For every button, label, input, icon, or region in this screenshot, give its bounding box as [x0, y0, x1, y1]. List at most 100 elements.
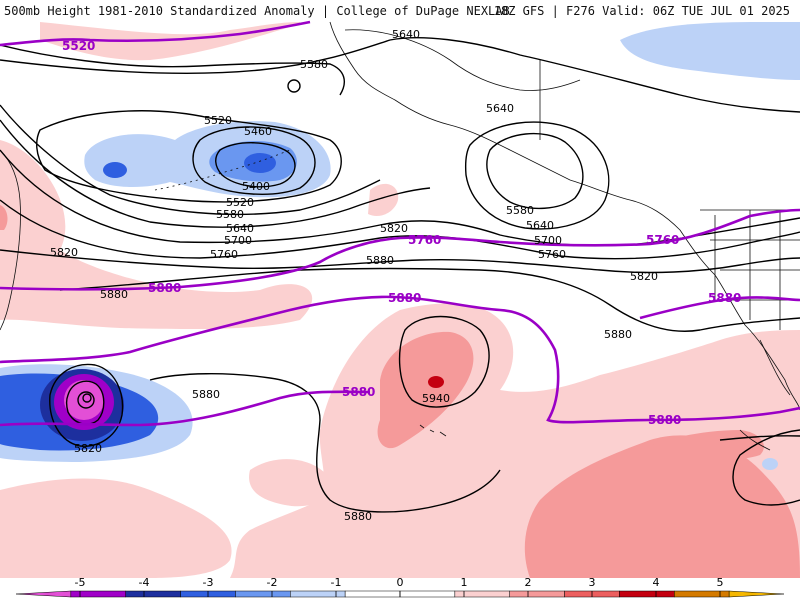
- key-label-group: 5520 5760 5760 5880 5880 5880 5880 5880: [62, 39, 741, 427]
- colorbar-tick-label: 0: [397, 576, 404, 589]
- key-height-label: 5880: [388, 291, 421, 305]
- colorbar-swatch: [70, 590, 126, 598]
- contour-5640-north: [0, 37, 800, 113]
- colorbar-swatch: [454, 590, 510, 598]
- purple-5760-west: [0, 236, 501, 291]
- key-contours: [0, 20, 800, 427]
- purple-5880-east: [409, 296, 800, 424]
- land-outlines: [0, 21, 800, 451]
- contour-5640-band: [0, 119, 431, 228]
- height-label: 5640: [392, 28, 420, 41]
- anomaly-positive-top: [40, 22, 300, 61]
- colorbar-swatch: [509, 590, 565, 598]
- colorbar-tick-label: 5: [717, 576, 724, 589]
- height-label: 5880: [192, 388, 220, 401]
- model-valid-time: 18Z GFS | F276 Valid: 06Z TUE JUL 01 202…: [493, 4, 790, 18]
- colorbar-tick-label: 4: [653, 576, 660, 589]
- height-label: 5520: [204, 114, 232, 127]
- anomaly-positive-sw: [0, 478, 232, 578]
- height-label: 5460: [244, 125, 272, 138]
- colorbar-swatch: [399, 590, 456, 598]
- height-label: 5520: [226, 196, 254, 209]
- colorbar-tick-label: -2: [267, 576, 278, 589]
- height-label: 5640: [486, 102, 514, 115]
- purple-5880-north: [0, 295, 411, 364]
- anomaly-positive-east: [524, 435, 800, 578]
- height-label: 5880: [366, 254, 394, 267]
- colorbar-swatch: [344, 590, 401, 598]
- height-label: 5640: [226, 222, 254, 235]
- colorbar-swatch: [674, 590, 730, 598]
- colorbar-tick-label: -4: [139, 576, 150, 589]
- purple-5880-west: [0, 390, 371, 427]
- contour-small-north: [287, 79, 301, 93]
- height-label: 5700: [224, 234, 252, 247]
- anomaly-positive-core: [377, 331, 474, 449]
- contour-5400: [215, 142, 296, 188]
- map-header: 500mb Height 1981-2010 Standardized Anom…: [0, 0, 800, 22]
- contour-cyclone-inner3: [82, 393, 92, 403]
- key-height-label: 5760: [646, 233, 679, 247]
- key-height-label: 5880: [342, 385, 375, 399]
- height-label: 5880: [604, 328, 632, 341]
- colorbar-swatch: [728, 590, 785, 598]
- height-label: 5580: [506, 204, 534, 217]
- anomaly-positive-nw: [0, 140, 313, 330]
- contour-5820-band: [0, 249, 800, 274]
- contour-5580-band: [0, 104, 381, 216]
- height-label: 5880: [100, 288, 128, 301]
- colorbar-swatch: [290, 590, 346, 598]
- key-height-label: 5760: [408, 233, 441, 247]
- height-label: 5400: [242, 180, 270, 193]
- colorbar-tick-label: -3: [203, 576, 214, 589]
- contour-cyclone-inner2: [77, 391, 95, 409]
- colorbar-tick-label: -1: [331, 576, 342, 589]
- height-label-group: 5640 5580 5520 5460 5400 5520 5580 5640 …: [50, 28, 658, 523]
- colorbar-tick-label: 3: [589, 576, 596, 589]
- anomaly-negative-aleutian-core: [244, 153, 276, 173]
- anomaly-max: [428, 376, 444, 388]
- asia-coast: [0, 149, 21, 331]
- key-height-label: 5520: [62, 39, 95, 53]
- colorbar-tick-label: -5: [75, 576, 86, 589]
- contour-5880-ring: [398, 315, 490, 408]
- aleutians: [154, 149, 291, 191]
- key-height-label: 5880: [708, 291, 741, 305]
- purple-5880-upper-east: [639, 296, 800, 320]
- map-title: 500mb Height 1981-2010 Standardized Anom…: [4, 4, 510, 18]
- anomaly-positive-mid: [368, 183, 399, 217]
- contour-5880-south: [149, 373, 501, 513]
- anomaly-positive-west-edge: [0, 205, 8, 230]
- height-label: 5820: [380, 222, 408, 235]
- purple-5520: [0, 20, 311, 47]
- height-label: 5760: [538, 248, 566, 261]
- colorbar-swatch: [125, 590, 181, 598]
- height-label: 5580: [216, 208, 244, 221]
- hawaii-islands: [419, 424, 447, 437]
- contour-5580-north: [0, 44, 346, 96]
- height-label: 5820: [74, 442, 102, 455]
- contour-5880-far-se: [719, 435, 800, 441]
- colorbar: -5 -4 -3 -2 -1 0 1 2 3 4 5: [15, 576, 785, 598]
- colorbar-swatch: [619, 590, 675, 598]
- colorbar-tick-label: 2: [525, 576, 532, 589]
- anomaly-positive-far-east: [640, 430, 764, 462]
- contour-5640-high: [464, 121, 610, 230]
- height-label: 5820: [50, 246, 78, 259]
- colorbar-swatch: [235, 590, 291, 598]
- contour-5460: [192, 126, 316, 195]
- colorbar-swatch: [15, 590, 72, 598]
- height-label: 5640: [526, 219, 554, 232]
- north-america-coast: [329, 21, 800, 411]
- height-label: 5760: [210, 248, 238, 261]
- mexico-coast: [739, 339, 791, 451]
- anomaly-positive-seq: [249, 459, 331, 507]
- anomaly-shading: [0, 22, 800, 578]
- contour-5520-low: [36, 110, 342, 203]
- alaska-interior: [344, 29, 581, 91]
- contour-5580-high: [486, 132, 584, 210]
- height-label: 5940: [422, 392, 450, 405]
- height-label: 5820: [630, 270, 658, 283]
